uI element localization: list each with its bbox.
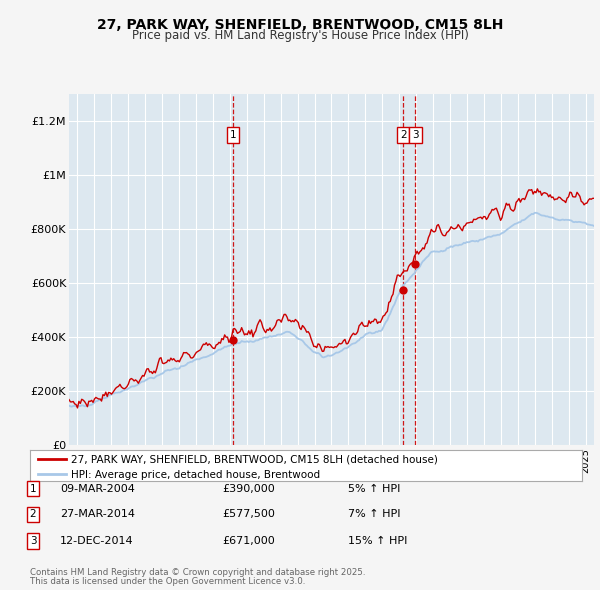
Text: 2: 2: [400, 130, 406, 140]
Text: £671,000: £671,000: [222, 536, 275, 546]
Text: 15% ↑ HPI: 15% ↑ HPI: [348, 536, 407, 546]
Text: 3: 3: [412, 130, 419, 140]
Text: Price paid vs. HM Land Registry's House Price Index (HPI): Price paid vs. HM Land Registry's House …: [131, 30, 469, 42]
Text: £390,000: £390,000: [222, 484, 275, 493]
Text: 7% ↑ HPI: 7% ↑ HPI: [348, 510, 401, 519]
Text: 27, PARK WAY, SHENFIELD, BRENTWOOD, CM15 8LH (detached house): 27, PARK WAY, SHENFIELD, BRENTWOOD, CM15…: [71, 455, 438, 465]
Text: 2: 2: [29, 510, 37, 519]
Text: 1: 1: [230, 130, 236, 140]
Text: This data is licensed under the Open Government Licence v3.0.: This data is licensed under the Open Gov…: [30, 577, 305, 586]
Text: 12-DEC-2014: 12-DEC-2014: [60, 536, 134, 546]
Text: 09-MAR-2004: 09-MAR-2004: [60, 484, 135, 493]
Text: 5% ↑ HPI: 5% ↑ HPI: [348, 484, 400, 493]
Text: 27-MAR-2014: 27-MAR-2014: [60, 510, 135, 519]
Text: 1: 1: [29, 484, 37, 493]
Text: 27, PARK WAY, SHENFIELD, BRENTWOOD, CM15 8LH: 27, PARK WAY, SHENFIELD, BRENTWOOD, CM15…: [97, 18, 503, 32]
Text: Contains HM Land Registry data © Crown copyright and database right 2025.: Contains HM Land Registry data © Crown c…: [30, 568, 365, 577]
Text: HPI: Average price, detached house, Brentwood: HPI: Average price, detached house, Bren…: [71, 470, 320, 480]
Text: £577,500: £577,500: [222, 510, 275, 519]
Text: 3: 3: [29, 536, 37, 546]
